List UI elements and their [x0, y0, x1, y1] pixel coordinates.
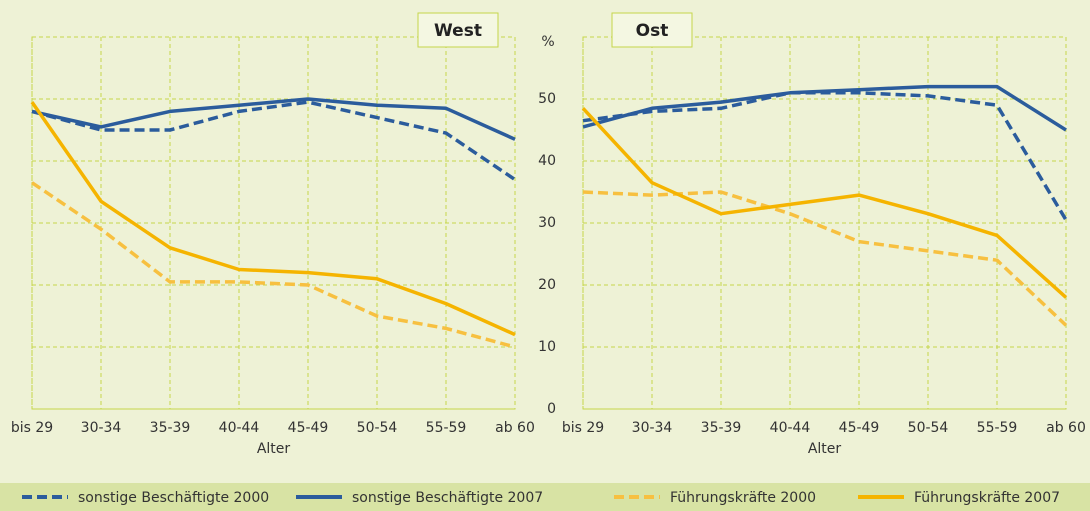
x-tick-label: 50-54 [357, 420, 398, 436]
x-tick-label: ab 60 [1046, 420, 1086, 436]
chart-title: Ost [636, 21, 669, 41]
x-tick-label: 50-54 [908, 420, 949, 436]
legend-label: sonstige Beschäftigte 2007 [352, 490, 543, 506]
x-tick-label: bis 29 [11, 420, 53, 436]
chart-title: West [434, 21, 482, 41]
y-tick-label: 40 [538, 153, 556, 169]
x-tick-label: 40-44 [770, 420, 811, 436]
y-tick-label: 10 [538, 339, 556, 355]
legend-band [0, 483, 1090, 511]
x-tick-label: bis 29 [562, 420, 604, 436]
line-series [582, 84, 1067, 132]
x-axis-label: Alter [257, 441, 291, 457]
x-tick-label: 35-39 [150, 420, 191, 436]
x-tick-label: 55-59 [426, 420, 467, 436]
x-tick-label: 35-39 [701, 420, 742, 436]
y-tick-label: 0 [547, 401, 556, 417]
x-tick-label: 55-59 [977, 420, 1018, 436]
line-series [30, 101, 516, 337]
y-tick-label: 20 [538, 277, 556, 293]
line-series [582, 190, 1068, 327]
y-axis-label: % [541, 34, 554, 50]
legend-label: Führungskräfte 2000 [670, 490, 816, 506]
line-series [31, 97, 516, 141]
title-box [611, 12, 693, 48]
title-box [417, 12, 499, 48]
legend-label: sonstige Beschäftigte 2000 [78, 490, 269, 506]
line-series [31, 100, 516, 182]
legend-label: Führungskräfte 2007 [914, 490, 1060, 506]
line-series [31, 181, 516, 349]
y-tick-label: 50 [538, 91, 556, 107]
y-tick-label: 30 [538, 215, 556, 231]
x-tick-label: ab 60 [495, 420, 535, 436]
x-tick-label: 30-34 [632, 420, 673, 436]
x-tick-label: 45-49 [839, 420, 880, 436]
x-tick-label: 45-49 [288, 420, 329, 436]
x-tick-label: 30-34 [81, 420, 122, 436]
line-series [581, 107, 1068, 299]
x-axis-label: Alter [808, 441, 842, 457]
x-tick-label: 40-44 [219, 420, 260, 436]
